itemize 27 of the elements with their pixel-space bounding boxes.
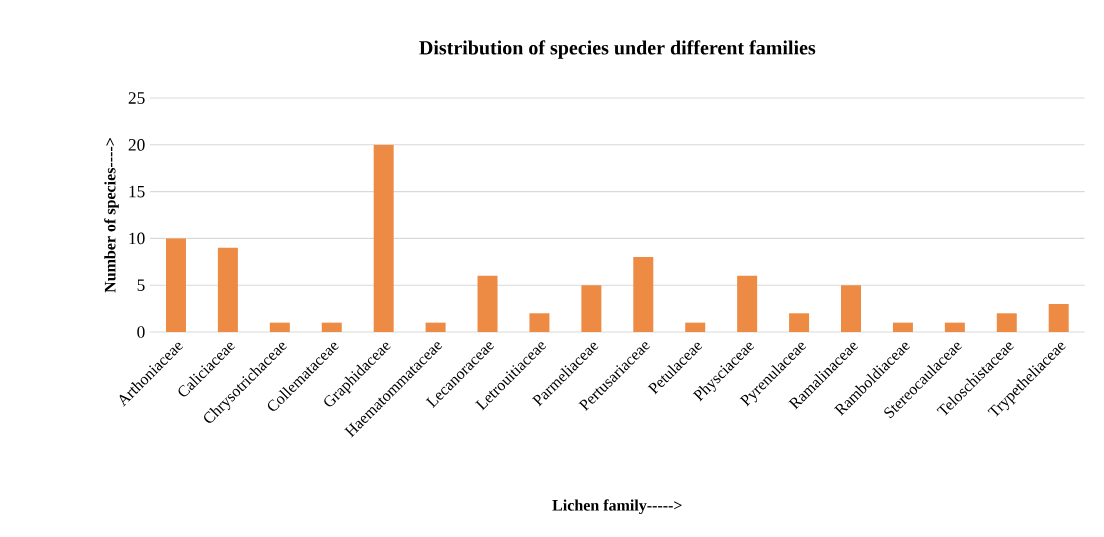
y-tick-label: 0 [137,326,145,338]
chart-title: Distribution of species under different families [419,40,816,59]
x-axis-title: Lichen family-----> [552,499,682,515]
y-axis-title: Number of species----> [104,138,119,293]
y-tick-label: 20 [128,138,145,151]
y-tick-label: 5 [137,279,145,291]
bar [373,144,394,332]
bar [529,313,550,332]
bar [217,247,238,332]
y-tick-label: 15 [129,185,145,198]
y-tick-label: 10 [129,232,145,245]
bar [789,313,810,332]
bar [269,322,290,332]
bar [581,285,602,332]
bar [321,322,342,332]
y-tick-label: 25 [128,92,145,104]
bar [633,257,654,332]
bar [1048,303,1069,332]
bar [841,285,861,332]
bar [477,275,498,332]
bar [996,313,1017,332]
bar [425,322,446,332]
bar [892,322,913,332]
bar [737,275,758,332]
bar [685,322,706,332]
bar [165,238,186,332]
bar [944,322,965,332]
